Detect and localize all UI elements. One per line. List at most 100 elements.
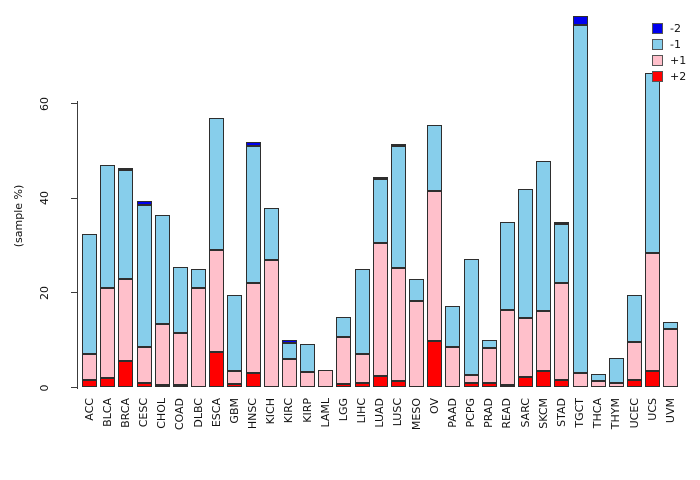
bar-READ-seg-+1 bbox=[499, 310, 515, 386]
bar-LGG-seg-+2 bbox=[336, 384, 352, 388]
bar-LIHC-seg--1 bbox=[354, 269, 370, 355]
bar-SARC-seg--1 bbox=[518, 188, 534, 319]
bar-STAD-seg-+1 bbox=[554, 282, 570, 380]
bar-PAAD-seg-+1 bbox=[445, 347, 461, 388]
bar-LIHC-seg-+2 bbox=[354, 382, 370, 388]
bar-HNSC-seg--2 bbox=[245, 141, 261, 147]
x-label-DLBC: DLBC bbox=[191, 398, 205, 428]
bar-DLBC-seg-+1 bbox=[191, 288, 207, 388]
bar-LUAD-seg--1 bbox=[372, 179, 388, 244]
bar-OV-seg-+1 bbox=[427, 191, 443, 342]
x-label-UCS: UCS bbox=[645, 398, 659, 421]
bar-GBM-seg-+2 bbox=[227, 384, 243, 388]
bar-ACC-seg--1 bbox=[82, 233, 97, 355]
bar-OV-seg-+2 bbox=[427, 341, 443, 388]
y-tick-label-20: 20 bbox=[38, 285, 51, 300]
bar-LUAD-seg-+1 bbox=[372, 243, 388, 376]
bar-BLCA-seg-+1 bbox=[100, 288, 116, 379]
bar-BRCA-seg-+1 bbox=[118, 278, 134, 362]
bar-KIRC-seg--1 bbox=[281, 342, 297, 360]
x-label-SARC: SARC bbox=[518, 398, 532, 428]
x-label-LAML: LAML bbox=[318, 398, 332, 428]
y-axis-title: (sample %) bbox=[12, 184, 25, 248]
bar-BLCA-seg-+2 bbox=[100, 378, 116, 388]
legend-swatch-+1 bbox=[652, 54, 663, 66]
bar-LUSC-seg--2 bbox=[390, 144, 406, 147]
legend-label--2: -2 bbox=[670, 21, 681, 35]
x-label-HNSC: HNSC bbox=[246, 398, 260, 430]
bar-THCA-seg-+1 bbox=[590, 381, 606, 388]
legend-item--2: -2 bbox=[652, 20, 686, 36]
x-label-KIRC: KIRC bbox=[282, 398, 296, 424]
legend-label-+1: +1 bbox=[670, 53, 687, 67]
bar-UCEC-seg-+1 bbox=[627, 342, 643, 380]
x-label-PRAD: PRAD bbox=[482, 398, 496, 428]
bar-SARC-seg-+2 bbox=[518, 377, 534, 388]
bar-SKCM-seg-+1 bbox=[536, 310, 552, 372]
bar-LGG-seg-+1 bbox=[336, 336, 352, 385]
bar-THYM-seg--1 bbox=[608, 357, 624, 383]
x-label-OV: OV bbox=[427, 398, 441, 414]
legend-label-+2: +2 bbox=[670, 69, 687, 83]
bar-KICH-seg-+1 bbox=[263, 259, 279, 388]
x-label-LIHC: LIHC bbox=[355, 398, 369, 424]
x-label-UVM: UVM bbox=[663, 398, 677, 424]
x-label-UCEC: UCEC bbox=[627, 398, 641, 429]
bar-BLCA-seg--1 bbox=[100, 165, 116, 289]
bar-CESC-seg-+2 bbox=[136, 382, 152, 388]
x-label-ACC: ACC bbox=[82, 398, 96, 421]
bar-TGCT-seg--1 bbox=[572, 24, 588, 374]
bar-READ-seg-+2 bbox=[499, 385, 515, 388]
bar-LUAD-seg-+2 bbox=[372, 375, 388, 388]
x-label-ESCA: ESCA bbox=[209, 398, 223, 428]
bar-THCA-seg--1 bbox=[590, 374, 606, 382]
bar-LIHC-seg-+1 bbox=[354, 354, 370, 383]
x-label-LUAD: LUAD bbox=[373, 398, 387, 428]
y-axis-line bbox=[77, 101, 78, 389]
bar-ACC-seg-+1 bbox=[82, 354, 97, 381]
bar-HNSC-seg--1 bbox=[245, 146, 261, 284]
bar-TGCT-seg-+1 bbox=[572, 373, 588, 388]
bar-ESCA-seg-+2 bbox=[209, 352, 225, 388]
bar-MESO-seg-+1 bbox=[409, 300, 425, 388]
x-label-MESO: MESO bbox=[409, 398, 423, 431]
x-label-READ: READ bbox=[500, 398, 514, 429]
legend-swatch-+2 bbox=[652, 70, 663, 82]
bar-PCPG-seg-+2 bbox=[463, 382, 479, 388]
bar-MESO-seg--1 bbox=[409, 278, 425, 301]
bar-GBM-seg--1 bbox=[227, 295, 243, 371]
bar-KIRC-seg--2 bbox=[281, 339, 297, 343]
y-tick-60 bbox=[71, 103, 78, 105]
bar-TGCT-seg--2 bbox=[572, 16, 588, 25]
bar-STAD-seg--1 bbox=[554, 223, 570, 283]
bar-UVM-seg--1 bbox=[663, 322, 679, 329]
x-label-PAAD: PAAD bbox=[445, 398, 459, 428]
bar-UVM-seg-+1 bbox=[663, 328, 679, 388]
bar-LGG-seg--1 bbox=[336, 316, 352, 337]
bar-THYM-seg-+1 bbox=[608, 382, 624, 388]
bar-COAD-seg-+1 bbox=[172, 333, 188, 386]
y-tick-label-60: 60 bbox=[38, 96, 51, 111]
bar-PCPG-seg--1 bbox=[463, 258, 479, 375]
x-label-GBM: GBM bbox=[227, 398, 241, 424]
bar-PRAD-seg--1 bbox=[481, 339, 497, 348]
bar-HNSC-seg-+1 bbox=[245, 283, 261, 374]
bar-KICH-seg--1 bbox=[263, 207, 279, 260]
bar-CESC-seg-+1 bbox=[136, 347, 152, 383]
bar-COAD-seg--1 bbox=[172, 266, 188, 334]
bar-UCEC-seg-+2 bbox=[627, 379, 643, 388]
legend-item--1: -1 bbox=[652, 36, 686, 52]
bar-SARC-seg-+1 bbox=[518, 318, 534, 378]
y-tick-20 bbox=[71, 292, 78, 294]
bar-SKCM-seg-+2 bbox=[536, 371, 552, 388]
legend-item-+2: +2 bbox=[652, 68, 686, 84]
x-label-CHOL: CHOL bbox=[155, 398, 169, 429]
bar-LUSC-seg--1 bbox=[390, 146, 406, 268]
bar-UCS-seg-+2 bbox=[645, 370, 661, 388]
y-tick-label-0: 0 bbox=[38, 384, 51, 391]
bar-BRCA-seg--1 bbox=[118, 170, 134, 279]
x-label-LUSC: LUSC bbox=[391, 398, 405, 427]
bar-HNSC-seg-+2 bbox=[245, 373, 261, 388]
bar-LUAD-seg--2 bbox=[372, 176, 388, 180]
